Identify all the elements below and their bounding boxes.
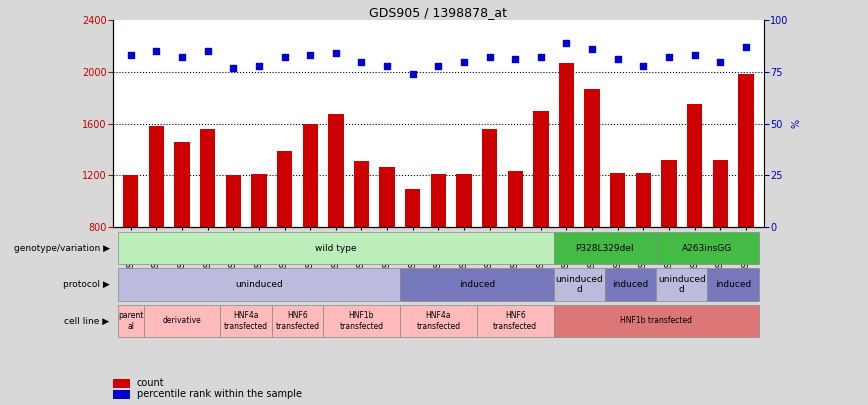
Bar [713,160,728,227]
Point [611,56,625,63]
Bar [554,269,605,301]
Bar [477,305,554,337]
Bar [687,104,702,227]
Bar [143,305,220,337]
Point [175,54,189,61]
Text: uninduced
d: uninduced d [658,275,706,294]
Point [149,48,163,55]
Text: HNF1b transfected: HNF1b transfected [621,316,692,326]
Bar [661,160,677,227]
Point [662,54,676,61]
Text: HNF6
transfected: HNF6 transfected [275,311,319,330]
Point [380,62,394,69]
Bar [118,305,143,337]
Bar [174,142,190,227]
Bar [354,161,369,227]
Text: A263insGG: A263insGG [682,243,733,253]
Text: uninduced
d: uninduced d [556,275,603,294]
Bar [431,174,446,227]
Bar [323,305,400,337]
Bar [118,232,554,264]
Bar [123,175,139,227]
Y-axis label: %: % [792,119,801,128]
Text: HNF1b
transfected: HNF1b transfected [339,311,384,330]
Point [739,44,753,50]
Bar [738,75,753,227]
Bar [272,305,323,337]
Bar [707,269,759,301]
Bar [118,269,400,301]
Bar [226,175,241,227]
Bar [656,232,759,264]
Bar [277,151,293,227]
Text: HNF4a
transfected: HNF4a transfected [417,311,460,330]
Text: genotype/variation ▶: genotype/variation ▶ [14,243,109,253]
Bar [303,124,318,227]
Point [585,46,599,52]
Bar [482,129,497,227]
Bar [379,167,395,227]
Text: protocol ▶: protocol ▶ [62,280,109,289]
Text: P328L329del: P328L329del [575,243,635,253]
Point [713,58,727,65]
Bar [610,173,626,227]
Point [278,54,292,61]
Point [329,50,343,57]
Bar [113,390,130,399]
Point [431,62,445,69]
Text: induced: induced [715,280,751,289]
Bar [656,269,707,301]
Text: percentile rank within the sample: percentile rank within the sample [137,389,302,399]
Bar [559,63,574,227]
Bar [508,171,523,227]
Bar [400,305,477,337]
Bar [605,269,656,301]
Text: cell line ▶: cell line ▶ [64,316,109,326]
Bar [113,379,130,388]
Point [227,64,240,71]
Point [405,71,419,77]
Text: HNF4a
transfected: HNF4a transfected [224,311,268,330]
Bar [328,115,344,227]
Point [201,48,214,55]
Title: GDS905 / 1398878_at: GDS905 / 1398878_at [370,6,507,19]
Text: count: count [137,378,164,388]
Point [252,62,266,69]
Text: HNF6
transfected: HNF6 transfected [493,311,537,330]
Point [534,54,548,61]
Point [124,52,138,59]
Point [457,58,471,65]
Text: derivative: derivative [162,316,201,326]
Bar [220,305,272,337]
Text: parent
al: parent al [118,311,143,330]
Point [560,40,574,46]
Point [303,52,317,59]
Bar [635,173,651,227]
Bar [554,232,656,264]
Point [687,52,701,59]
Bar [400,269,554,301]
Point [509,56,523,63]
Bar [457,174,471,227]
Bar [251,174,266,227]
Text: induced: induced [613,280,648,289]
Bar [533,111,549,227]
Text: wild type: wild type [315,243,357,253]
Bar [405,190,420,227]
Bar [584,89,600,227]
Text: induced: induced [458,280,495,289]
Point [636,62,650,69]
Point [354,58,368,65]
Bar [554,305,759,337]
Point [483,54,496,61]
Text: uninduced: uninduced [235,280,283,289]
Bar [200,129,215,227]
Bar [148,126,164,227]
